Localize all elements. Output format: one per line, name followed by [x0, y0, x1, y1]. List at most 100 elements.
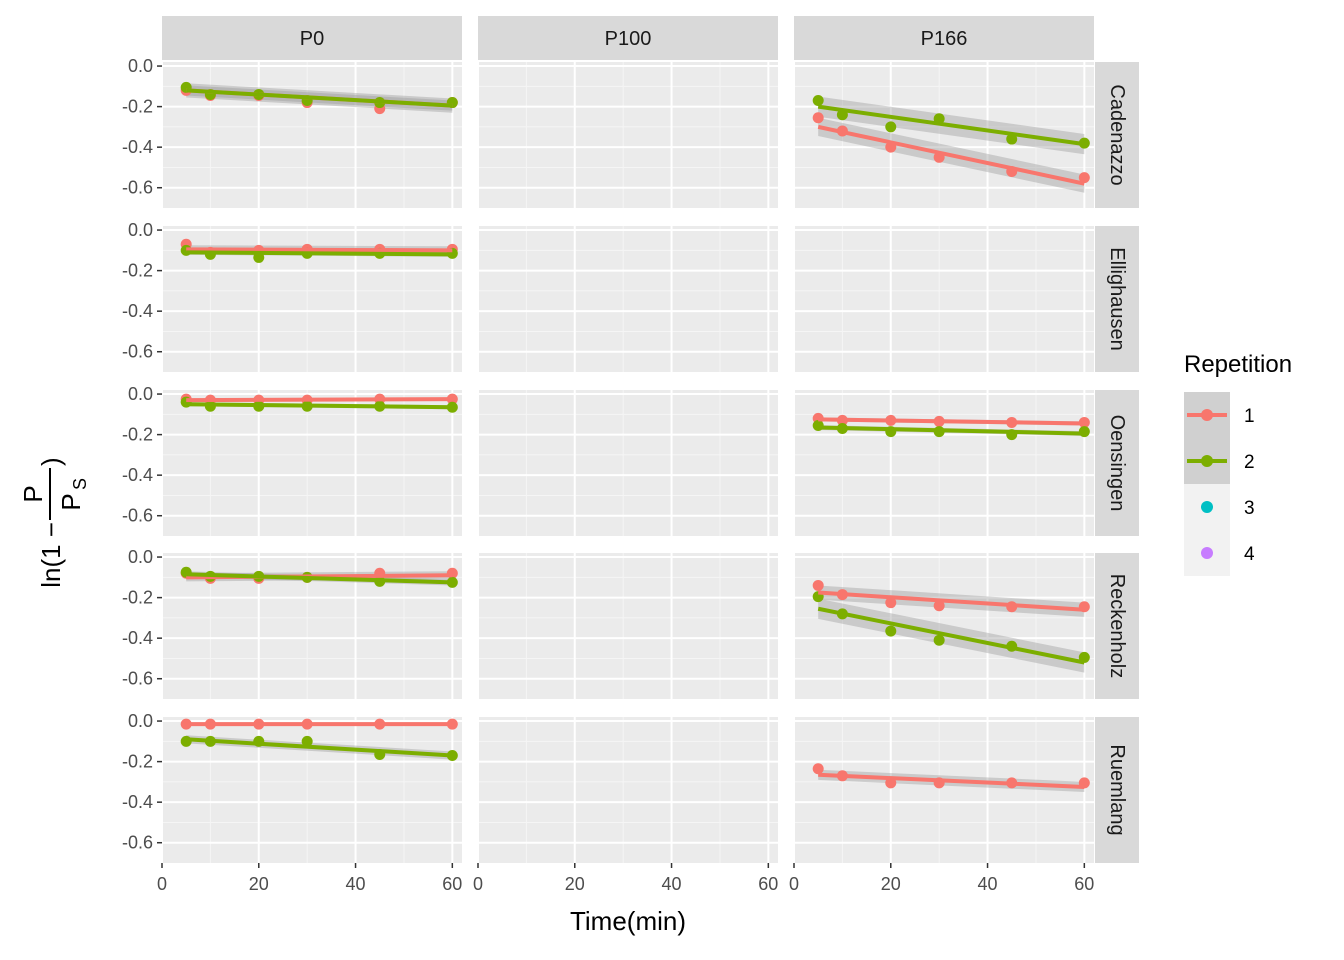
x-tick-label: 40 [978, 874, 998, 894]
y-axis-title-denominator: P [56, 493, 86, 510]
row-strip-Reckenholz [1095, 553, 1139, 699]
row-strip-label: Ruemlang [1106, 744, 1128, 835]
panel-data [180, 718, 458, 762]
fit-line-rep-2 [817, 606, 1085, 665]
panel-background [794, 226, 1094, 372]
column-strip-label: P166 [921, 28, 968, 50]
panel-P166-Reckenholz [793, 553, 1094, 699]
y-axis-title-numerator: P [18, 485, 48, 502]
data-point-rep-2 [885, 121, 897, 133]
column-strips: P0 P100 P166 [162, 16, 1094, 60]
y-tick-label: -0.4 [122, 465, 153, 485]
x-tick-label: 60 [1074, 874, 1094, 894]
panel-P0-Reckenholz [161, 553, 462, 699]
panel-data [812, 95, 1090, 193]
panel-P166-Ellighausen [793, 226, 1094, 372]
row-strip-label: Reckenholz [1106, 574, 1128, 679]
y-axis-title: ln(1 − P P S ) [18, 457, 90, 587]
fit-line-rep-2 [186, 402, 453, 410]
legend-item-4: 4 [1184, 530, 1255, 576]
panel-P100-Oensingen [477, 390, 778, 536]
y-tick-label: 0.0 [128, 547, 153, 567]
y-axis: 0.0 -0.2 -0.4 -0.6 0.0 -0.2 -0.4 -0.6 0.0 -0.2 -0.… [122, 56, 162, 853]
y-axis-title-subscript: S [70, 478, 90, 490]
panel-data [812, 579, 1090, 673]
fit-line-rep-1 [818, 772, 1085, 789]
x-tick-label: 0 [789, 874, 799, 894]
fit-line-rep-2 [186, 572, 453, 585]
x-axis-title: Time(min) [570, 906, 686, 936]
fit-line-rep-1 [186, 397, 453, 403]
x-tick-label: 40 [662, 874, 682, 894]
fit-line-rep-1 [186, 247, 453, 253]
row-strip-label: Cadenazzo [1106, 84, 1128, 185]
panel-P100-Ruemlang [477, 717, 778, 863]
panel-background [794, 390, 1094, 536]
panel-background [478, 226, 778, 372]
fit-line-rep-2 [818, 425, 1085, 436]
legend-key-point [1201, 409, 1213, 421]
y-tick-label: -0.2 [122, 425, 153, 445]
panel-background [162, 390, 462, 536]
legend-item-2: 2 [1184, 438, 1255, 484]
facet-panels [161, 62, 1094, 863]
data-point-rep-1 [1078, 172, 1090, 184]
row-strip-Ellighausen [1095, 226, 1139, 372]
x-tick-label: 0 [157, 874, 167, 894]
panel-data [180, 81, 458, 115]
data-point-rep-2 [1006, 133, 1018, 145]
y-tick-label: -0.4 [122, 301, 153, 321]
panel-data [180, 238, 458, 263]
column-strip-label: P100 [605, 28, 652, 50]
panel-P100-Reckenholz [477, 553, 778, 699]
column-strip-P100 [478, 16, 778, 60]
fit-line-rep-2 [186, 88, 453, 108]
fit-line-rep-2 [186, 737, 453, 758]
data-point-rep-1 [933, 600, 945, 612]
y-tick-label: 0.0 [128, 384, 153, 404]
y-tick-label: -0.6 [122, 506, 153, 526]
y-tick-label: 0.0 [128, 56, 153, 76]
data-point-rep-2 [812, 95, 824, 107]
y-tick-label: -0.4 [122, 792, 153, 812]
legend-key-point [1201, 547, 1213, 559]
fit-line-rep-1 [817, 124, 1085, 186]
panel-P0-Ellighausen [161, 226, 462, 372]
y-tick-label: -0.6 [122, 342, 153, 362]
x-tick-label: 60 [758, 874, 778, 894]
panel-P0-Oensingen [161, 390, 462, 536]
panel-P100-Cadenazzo [477, 62, 778, 208]
y-tick-label: 0.0 [128, 711, 153, 731]
panel-data [180, 393, 458, 413]
x-tick-label: 20 [565, 874, 585, 894]
fit-line-rep-1 [818, 417, 1085, 426]
panel-background [478, 553, 778, 699]
row-strip-Ruemlang [1095, 717, 1139, 863]
legend-key-point [1201, 455, 1213, 467]
legend-item-1: 1 [1184, 392, 1255, 438]
column-strip-P166 [794, 16, 1094, 60]
row-strip-Cadenazzo [1095, 62, 1139, 208]
legend-key-point [1201, 501, 1213, 513]
y-tick-label: -0.2 [122, 752, 153, 772]
x-tick-label: 60 [442, 874, 462, 894]
y-tick-label: -0.2 [122, 261, 153, 281]
panel-data [812, 412, 1090, 441]
legend-item-3: 3 [1184, 484, 1255, 530]
y-tick-label: -0.4 [122, 628, 153, 648]
legend-title: Repetition [1184, 351, 1292, 378]
panel-P0-Ruemlang [161, 717, 462, 863]
y-tick-label: -0.2 [122, 97, 153, 117]
data-point-rep-1 [885, 597, 897, 609]
row-strip-label: Ellighausen [1106, 247, 1128, 350]
data-point-rep-1 [812, 112, 824, 124]
y-tick-label: -0.4 [122, 137, 153, 157]
y-tick-label: -0.6 [122, 833, 153, 853]
panel-background [162, 62, 462, 208]
fit-line-rep-2 [186, 250, 453, 257]
legend-label: 4 [1244, 544, 1255, 565]
panel-P166-Oensingen [793, 390, 1094, 536]
column-strip-P0 [162, 16, 462, 60]
y-tick-label: 0.0 [128, 220, 153, 240]
